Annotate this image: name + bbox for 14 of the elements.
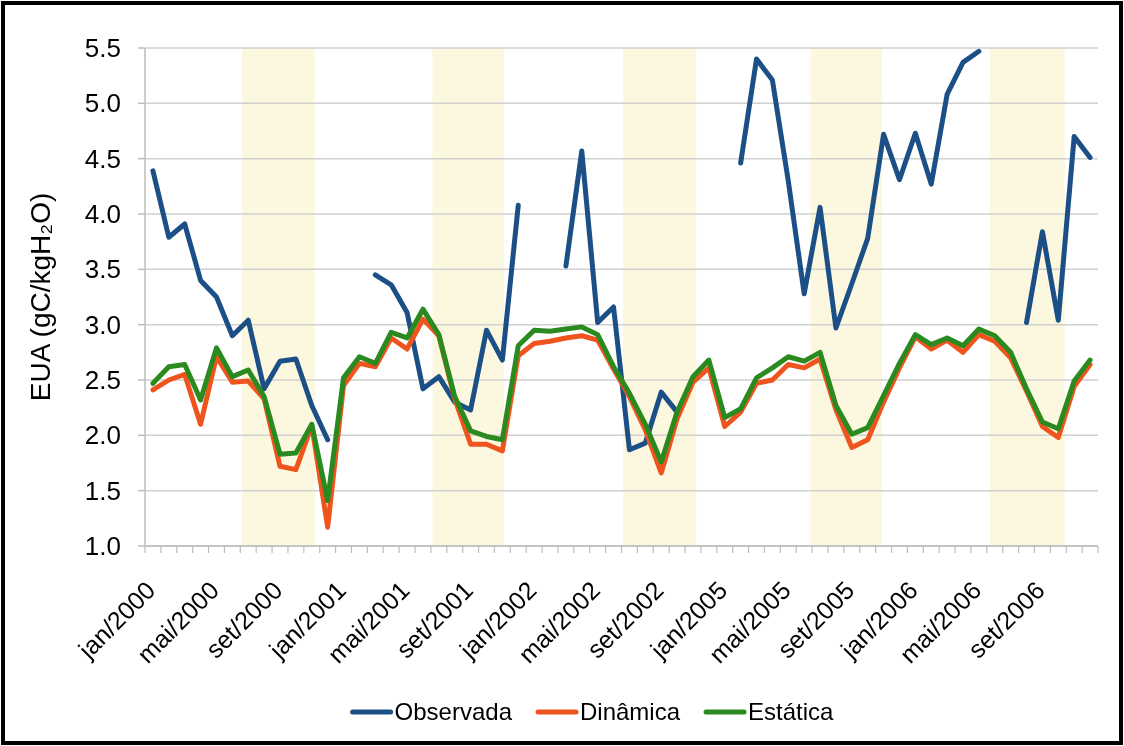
y-tick-label: 3.5 bbox=[84, 254, 121, 285]
y-tick-label: 2.0 bbox=[84, 420, 121, 451]
y-tick-label: 1.5 bbox=[84, 475, 121, 506]
y-tick-label: 5.5 bbox=[84, 33, 121, 64]
y-tick-label: 1.0 bbox=[84, 531, 121, 562]
legend-label: Dinâmica bbox=[580, 698, 681, 726]
y-tick-label: 2.5 bbox=[84, 365, 121, 396]
legend-label: Estática bbox=[748, 698, 835, 726]
y-tick-label: 5.0 bbox=[84, 88, 121, 119]
y-tick-label: 4.0 bbox=[84, 199, 121, 230]
legend-label: Observada bbox=[394, 698, 513, 726]
y-tick-label: 3.0 bbox=[84, 309, 121, 340]
y-axis-title: EUA (gC/kgH₂O) bbox=[25, 192, 56, 402]
y-tick-label: 4.5 bbox=[84, 143, 121, 174]
